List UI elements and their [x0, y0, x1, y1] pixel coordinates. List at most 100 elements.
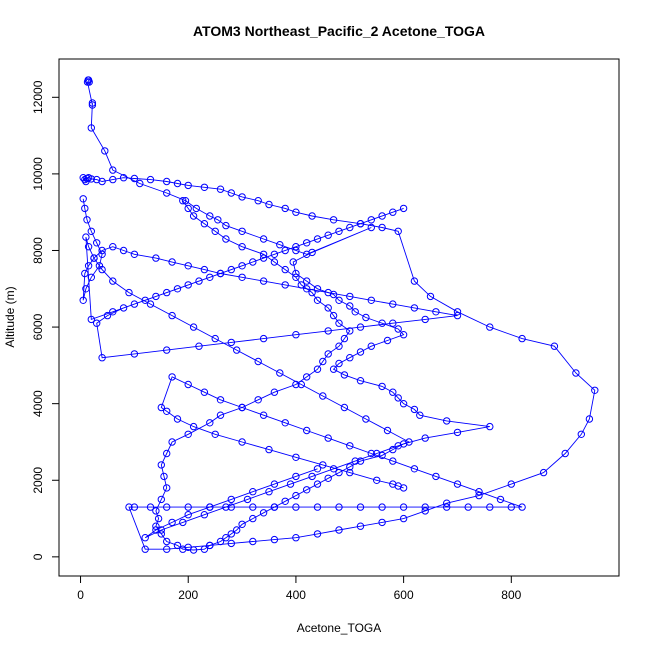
data-point: [227, 495, 236, 504]
data-point: [281, 281, 289, 289]
data-point: [324, 288, 332, 297]
data-point: [184, 181, 192, 190]
data-point: [88, 101, 97, 109]
data-point: [486, 422, 494, 431]
data-point: [233, 346, 241, 354]
data-point: [189, 422, 198, 431]
data-point: [389, 300, 397, 308]
data-point: [87, 273, 96, 281]
data-point: [335, 342, 343, 350]
data-point: [119, 174, 128, 182]
data-point: [227, 539, 236, 548]
data-point: [270, 250, 279, 259]
data-point: [276, 369, 284, 377]
y-tick-label: 2000: [31, 467, 45, 494]
data-point: [394, 394, 402, 402]
data-point: [152, 526, 160, 534]
data-point: [141, 545, 149, 553]
data-point: [184, 430, 192, 438]
data-point: [591, 386, 599, 394]
data-point: [303, 285, 311, 293]
data-point: [184, 543, 192, 551]
y-tick-label: 10000: [31, 157, 45, 191]
data-point: [206, 503, 214, 511]
data-point: [340, 371, 349, 379]
data-point: [243, 495, 252, 504]
data-point: [163, 537, 171, 546]
data-point: [206, 541, 214, 550]
data-point: [265, 200, 273, 209]
data-point: [168, 311, 176, 320]
data-point: [259, 411, 268, 419]
data-point: [200, 511, 209, 519]
y-tick-label: 4000: [31, 390, 45, 417]
data-point: [163, 288, 171, 297]
data-point: [577, 430, 585, 438]
data-point: [109, 166, 117, 174]
data-point: [181, 197, 190, 205]
data-point: [313, 530, 322, 538]
data-point: [98, 354, 106, 362]
data-point: [389, 319, 397, 327]
data-point: [259, 250, 268, 259]
y-tick-label: 12000: [31, 80, 45, 114]
data-point: [346, 468, 354, 477]
data-point: [249, 258, 257, 266]
x-axis-title: Acetone_TOGA: [297, 621, 382, 635]
data-point: [421, 507, 429, 515]
data-point: [432, 308, 440, 316]
data-point: [399, 331, 408, 339]
data-point: [550, 342, 559, 350]
data-point: [168, 373, 176, 381]
data-point: [389, 445, 397, 454]
data-point: [227, 503, 236, 511]
plot-frame: [58, 58, 620, 577]
data-point: [367, 223, 375, 232]
data-point: [443, 417, 451, 425]
data-point: [168, 518, 176, 527]
data-point: [286, 480, 295, 488]
data-point: [373, 449, 381, 458]
data-point: [394, 442, 402, 450]
data-point: [313, 503, 322, 511]
data-point: [163, 407, 171, 415]
data-point: [292, 534, 300, 542]
data-point: [98, 265, 106, 274]
data-point: [152, 292, 160, 301]
data-point: [81, 269, 89, 278]
data-point: [324, 474, 332, 482]
data-point: [313, 235, 322, 243]
data-point: [216, 411, 225, 419]
data-point: [152, 254, 160, 262]
data-point: [324, 231, 332, 239]
data-point: [421, 315, 429, 324]
data-point: [125, 503, 133, 511]
data-point: [98, 250, 106, 259]
data-point: [329, 365, 338, 373]
data-point: [410, 405, 419, 414]
data-point: [292, 472, 300, 481]
data-point: [351, 457, 359, 465]
data-point: [93, 239, 101, 247]
data-point: [303, 239, 311, 247]
data-point: [383, 426, 392, 435]
data-point: [335, 359, 343, 368]
data-point: [157, 495, 166, 504]
data-point: [356, 377, 365, 385]
data-point: [227, 338, 236, 347]
data-point: [303, 373, 311, 381]
data-point: [486, 323, 494, 331]
data-point: [249, 537, 257, 546]
data-point: [373, 476, 381, 484]
data-point: [507, 503, 515, 511]
data-point: [399, 400, 408, 408]
data-point: [125, 288, 133, 297]
data-point: [163, 545, 171, 553]
data-point: [324, 350, 332, 358]
data-point: [216, 185, 225, 193]
data-point: [222, 534, 230, 542]
data-point: [184, 281, 192, 289]
data-point: [367, 449, 375, 458]
